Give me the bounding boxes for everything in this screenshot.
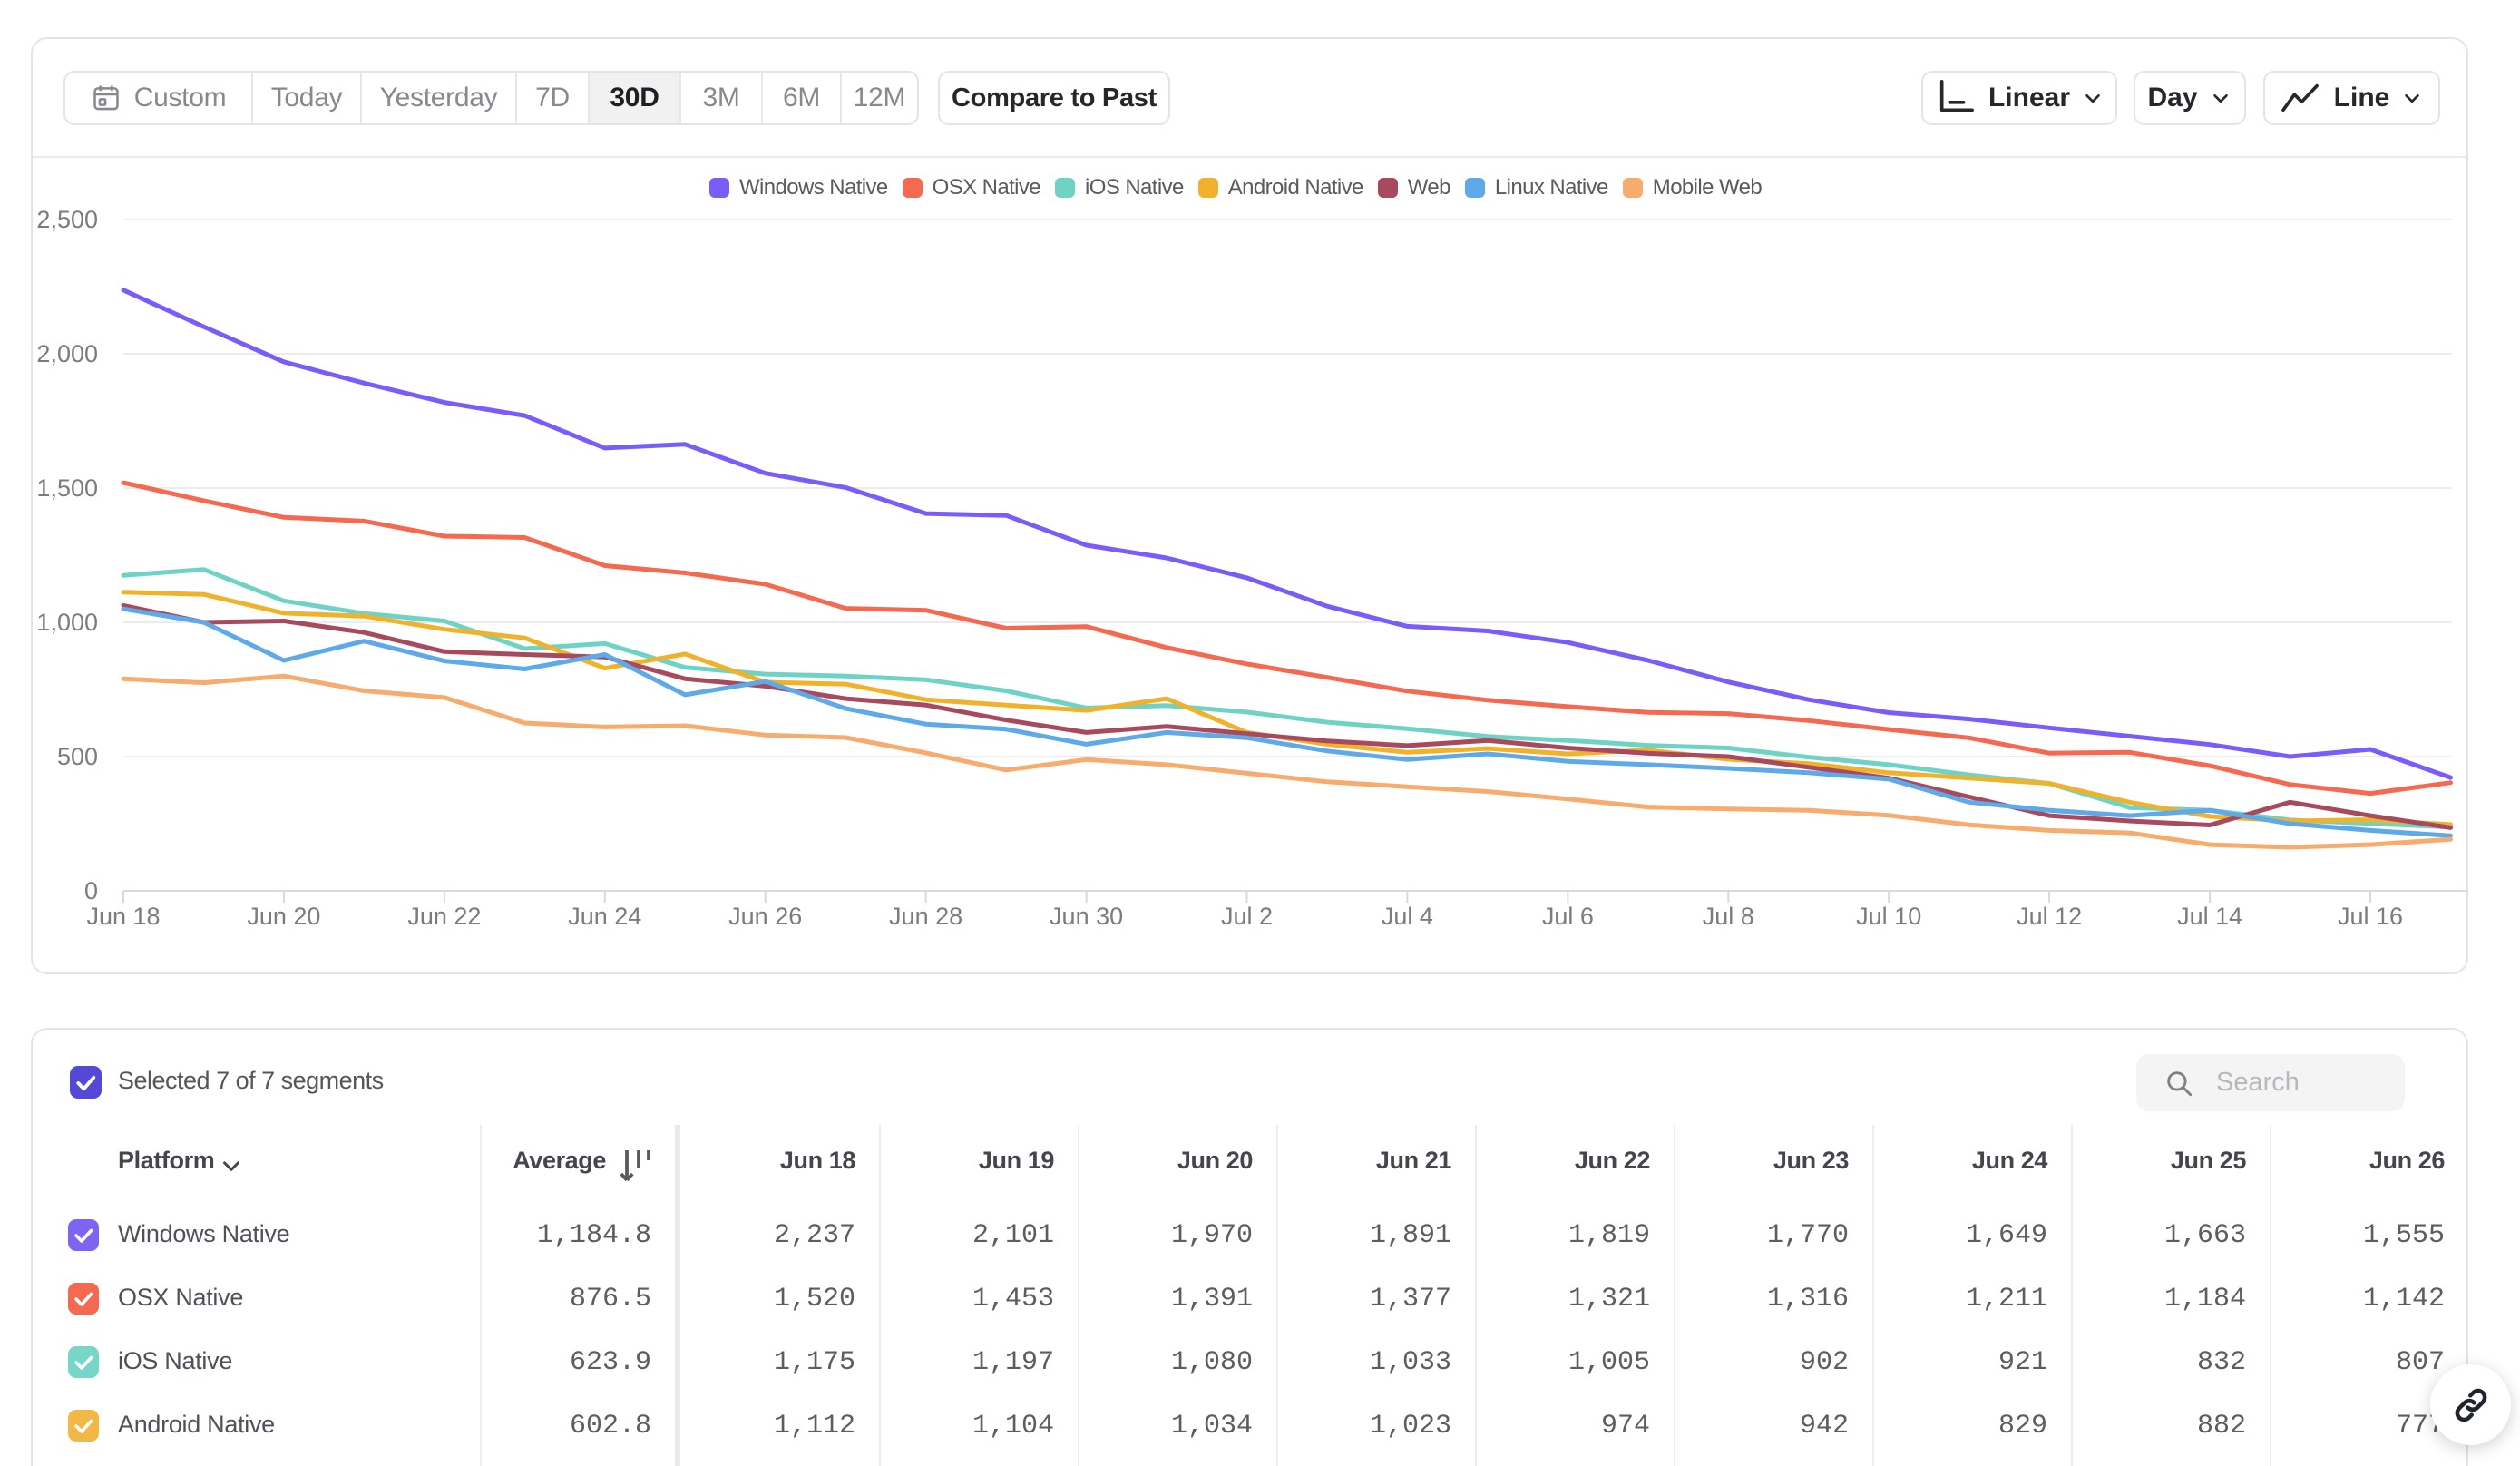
svg-text:1,500: 1,500 [36, 474, 98, 502]
svg-text:Jun 20: Jun 20 [247, 903, 320, 930]
svg-text:Jul 6: Jul 6 [1542, 903, 1594, 930]
svg-text:Jul 2: Jul 2 [1221, 903, 1273, 930]
svg-text:Jul 12: Jul 12 [2017, 903, 2082, 930]
svg-text:Jun 30: Jun 30 [1050, 903, 1123, 930]
svg-text:Jun 26: Jun 26 [728, 903, 802, 930]
svg-text:Jun 28: Jun 28 [889, 903, 962, 930]
svg-text:Jul 8: Jul 8 [1703, 903, 1754, 930]
svg-text:1,000: 1,000 [36, 609, 98, 636]
svg-text:Jul 16: Jul 16 [2338, 903, 2403, 930]
svg-text:Jul 4: Jul 4 [1382, 903, 1433, 930]
svg-text:Jun 24: Jun 24 [568, 903, 641, 930]
svg-text:2,000: 2,000 [36, 340, 98, 367]
svg-text:0: 0 [84, 877, 98, 904]
svg-text:Jul 10: Jul 10 [1856, 903, 1921, 930]
svg-text:2,500: 2,500 [36, 206, 98, 233]
svg-text:Jun 22: Jun 22 [407, 903, 481, 930]
svg-text:Jul 14: Jul 14 [2177, 903, 2242, 930]
svg-text:Jun 18: Jun 18 [86, 903, 160, 930]
svg-text:500: 500 [57, 743, 98, 770]
